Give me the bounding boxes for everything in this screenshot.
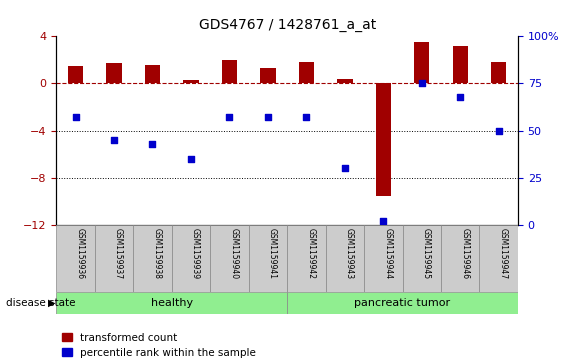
Bar xyxy=(183,80,199,83)
Bar xyxy=(480,225,518,292)
Bar xyxy=(210,225,249,292)
Point xyxy=(379,219,388,224)
Point xyxy=(302,115,311,121)
Bar xyxy=(68,66,83,83)
Text: GSM1159943: GSM1159943 xyxy=(345,228,354,280)
Text: pancreatic tumor: pancreatic tumor xyxy=(355,298,450,308)
Bar xyxy=(453,46,468,83)
Point xyxy=(340,166,349,171)
Point xyxy=(109,137,118,143)
Point xyxy=(494,128,503,134)
Text: ▶: ▶ xyxy=(48,298,55,308)
Bar xyxy=(56,225,95,292)
Bar xyxy=(403,225,441,292)
Text: healthy: healthy xyxy=(151,298,193,308)
Bar xyxy=(298,62,314,83)
Bar xyxy=(325,225,364,292)
Bar xyxy=(133,225,172,292)
Bar xyxy=(414,42,430,83)
Text: GSM1159946: GSM1159946 xyxy=(460,228,469,280)
Text: GSM1159936: GSM1159936 xyxy=(75,228,84,280)
Point xyxy=(225,115,234,121)
Text: GSM1159944: GSM1159944 xyxy=(383,228,392,280)
Bar xyxy=(376,83,391,196)
Point xyxy=(455,94,464,99)
Bar xyxy=(249,225,287,292)
Point xyxy=(186,156,195,162)
Bar xyxy=(287,225,325,292)
Text: GSM1159945: GSM1159945 xyxy=(422,228,431,280)
Text: GSM1159940: GSM1159940 xyxy=(229,228,238,280)
Bar xyxy=(364,225,403,292)
Text: GSM1159938: GSM1159938 xyxy=(153,228,162,280)
Bar xyxy=(287,292,518,314)
Point xyxy=(148,141,157,147)
Text: disease state: disease state xyxy=(6,298,75,308)
Text: GSM1159942: GSM1159942 xyxy=(306,228,315,280)
Title: GDS4767 / 1428761_a_at: GDS4767 / 1428761_a_at xyxy=(199,19,376,33)
Text: GSM1159939: GSM1159939 xyxy=(191,228,200,280)
Bar xyxy=(491,62,507,83)
Text: GSM1159937: GSM1159937 xyxy=(114,228,123,280)
Bar xyxy=(222,60,237,83)
Bar xyxy=(260,68,275,83)
Legend: transformed count, percentile rank within the sample: transformed count, percentile rank withi… xyxy=(61,333,256,358)
Point xyxy=(71,115,80,121)
Bar xyxy=(145,65,160,83)
Point xyxy=(263,115,272,121)
Bar xyxy=(441,225,480,292)
Bar xyxy=(172,225,210,292)
Bar xyxy=(106,64,122,83)
Text: GSM1159947: GSM1159947 xyxy=(499,228,508,280)
Bar xyxy=(337,79,352,83)
Text: GSM1159941: GSM1159941 xyxy=(268,228,277,280)
Bar xyxy=(56,292,287,314)
Bar xyxy=(95,225,133,292)
Point xyxy=(417,81,426,86)
